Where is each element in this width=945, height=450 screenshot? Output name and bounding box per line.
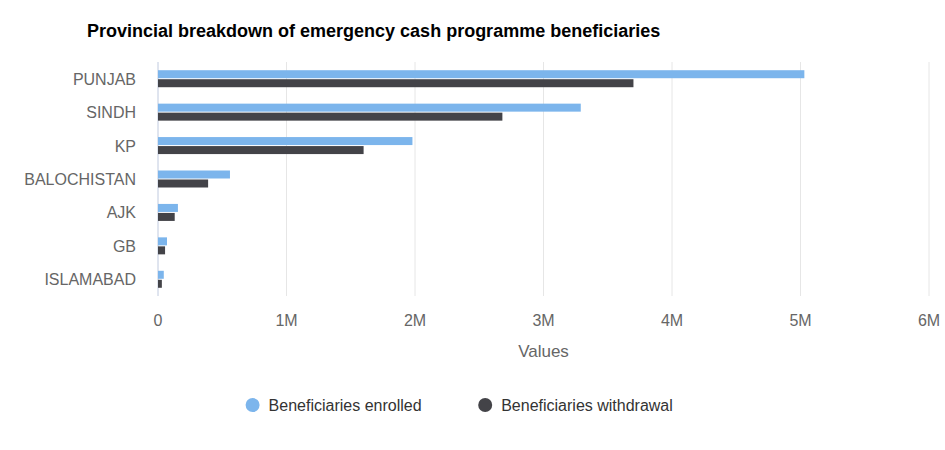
bar <box>158 237 167 245</box>
bar <box>158 113 502 121</box>
grid-line <box>543 62 544 296</box>
legend-symbol <box>478 398 492 412</box>
legend: Beneficiaries enrolled Beneficiaries with… <box>246 397 673 414</box>
bar <box>158 79 633 87</box>
legend-symbol <box>246 398 260 412</box>
bar <box>158 137 412 145</box>
bar <box>158 213 175 221</box>
bar <box>158 271 164 279</box>
tick-label: 0 <box>154 312 163 329</box>
bar <box>158 104 581 112</box>
category-label: ISLAMABAD <box>44 271 136 288</box>
axis-title: Values <box>518 342 569 361</box>
bar <box>158 280 162 288</box>
bars <box>158 70 804 288</box>
legend-label: Beneficiaries enrolled <box>269 397 422 414</box>
legend-label: Beneficiaries withdrawal <box>501 397 673 414</box>
grid-line <box>158 62 159 296</box>
bar <box>158 171 230 179</box>
category-label: GB <box>113 238 136 255</box>
category-label: KP <box>115 138 136 155</box>
category-label: PUNJAB <box>73 71 136 88</box>
bar <box>158 246 165 254</box>
bar <box>158 70 804 78</box>
bar <box>158 146 364 154</box>
grid-line <box>800 62 801 296</box>
category-label: SINDH <box>86 104 136 121</box>
tick-label: 5M <box>789 312 811 329</box>
chart: Provincial breakdown of emergency cash p… <box>0 0 945 450</box>
grid-line <box>672 62 673 296</box>
tick-label: 1M <box>275 312 297 329</box>
tick-label: 2M <box>404 312 426 329</box>
tick-label: 3M <box>532 312 554 329</box>
grid-line <box>415 62 416 296</box>
category-label: BALOCHISTAN <box>24 171 136 188</box>
axis-line <box>158 62 159 296</box>
bar <box>158 204 178 212</box>
tick-label: 6M <box>918 312 940 329</box>
category-label: AJK <box>107 204 137 221</box>
tick-label: 4M <box>661 312 683 329</box>
bar <box>158 180 208 188</box>
grid-line <box>929 62 930 296</box>
title: Provincial breakdown of emergency cash p… <box>87 21 660 41</box>
grid-line <box>286 62 287 296</box>
